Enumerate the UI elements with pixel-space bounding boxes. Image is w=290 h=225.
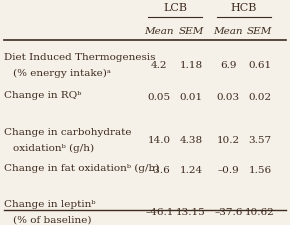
Text: SEM: SEM xyxy=(247,27,273,36)
Text: 10.62: 10.62 xyxy=(245,207,275,216)
Text: Mean: Mean xyxy=(145,27,174,36)
Text: –37.6: –37.6 xyxy=(214,207,242,216)
Text: oxidationᵇ (g/h): oxidationᵇ (g/h) xyxy=(13,143,94,152)
Text: –46.1: –46.1 xyxy=(145,207,173,216)
Text: 0.01: 0.01 xyxy=(180,93,202,102)
Text: 4.2: 4.2 xyxy=(151,61,168,70)
Text: 4.38: 4.38 xyxy=(180,135,202,144)
Text: Change in leptinᵇ: Change in leptinᵇ xyxy=(4,199,96,208)
Text: 0.03: 0.03 xyxy=(217,93,240,102)
Text: –3.6: –3.6 xyxy=(148,165,170,174)
Text: LCB: LCB xyxy=(163,3,187,13)
Text: Diet Induced Thermogenesis: Diet Induced Thermogenesis xyxy=(4,53,156,62)
Text: 10.2: 10.2 xyxy=(217,135,240,144)
Text: 0.02: 0.02 xyxy=(248,93,271,102)
Text: 0.05: 0.05 xyxy=(148,93,171,102)
Text: 0.61: 0.61 xyxy=(248,61,271,70)
Text: HCB: HCB xyxy=(231,3,257,13)
Text: 6.9: 6.9 xyxy=(220,61,237,70)
Text: 13.15: 13.15 xyxy=(176,207,206,216)
Text: Mean: Mean xyxy=(213,27,243,36)
Text: Change in fat oxidationᵇ (g/h): Change in fat oxidationᵇ (g/h) xyxy=(4,163,160,172)
Text: –0.9: –0.9 xyxy=(218,165,239,174)
Text: 14.0: 14.0 xyxy=(148,135,171,144)
Text: SEM: SEM xyxy=(178,27,204,36)
Text: Change in RQᵇ: Change in RQᵇ xyxy=(4,91,82,100)
Text: 1.56: 1.56 xyxy=(248,165,271,174)
Text: 3.57: 3.57 xyxy=(248,135,271,144)
Text: Change in carbohydrate: Change in carbohydrate xyxy=(4,127,132,136)
Text: (% energy intake)ᵃ: (% energy intake)ᵃ xyxy=(13,69,111,78)
Text: (% of baseline): (% of baseline) xyxy=(13,215,91,224)
Text: 1.24: 1.24 xyxy=(180,165,202,174)
Text: 1.18: 1.18 xyxy=(180,61,202,70)
